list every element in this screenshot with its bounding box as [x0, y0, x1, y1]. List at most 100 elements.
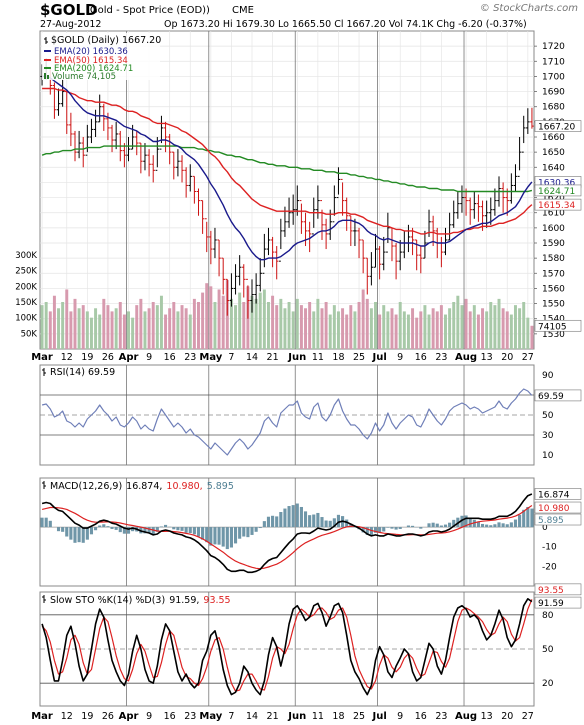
volume-bar [147, 308, 151, 349]
date-tick-label: 26 [102, 711, 114, 722]
macd-histogram-bar [89, 527, 94, 535]
ohlc-bar [521, 115, 526, 153]
volume-bar [513, 305, 517, 349]
macd-histogram-bar [201, 527, 205, 540]
quote-line: Op 1673.20 Hi 1679.30 Lo 1665.50 Cl 1667… [164, 19, 527, 30]
ohlc-bar [241, 264, 246, 298]
volume-bar [114, 308, 118, 349]
ohlc-bar [56, 88, 61, 116]
macd-histogram-bar [373, 527, 378, 533]
ohlc-bar [517, 137, 522, 177]
volume-bar [423, 305, 427, 349]
macd-histogram-bar [163, 524, 168, 528]
macd-histogram-bar [61, 527, 65, 532]
macd-histogram-bar [369, 527, 373, 536]
price-tick-label: 1640 [542, 163, 565, 173]
macd-histogram-bar [448, 522, 452, 528]
volume-bar [139, 298, 143, 349]
macd-histogram-bar [476, 521, 480, 528]
ohlc-bar [270, 236, 275, 268]
macd-histogram-bar [110, 527, 114, 529]
macd-histogram-bar [271, 515, 275, 528]
ohlc-bar [139, 142, 143, 174]
ohlc-bar [225, 278, 230, 316]
ohlc-bar [505, 188, 510, 216]
stochastic-tick-label: 50 [542, 645, 554, 655]
volume-bar [489, 302, 493, 349]
macd-histogram-bar [518, 514, 522, 528]
macd-histogram-bar [324, 520, 328, 528]
volume-bar [320, 308, 324, 349]
ohlc-bar [196, 188, 201, 216]
ohlc-bar [192, 175, 197, 204]
price-tick-label: 1690 [542, 88, 565, 98]
stochastic-tick-label: 20 [542, 679, 554, 689]
date-tick-label: 25 [353, 711, 365, 722]
rsi-tick-label: 10 [542, 451, 554, 461]
price-tag-text: 1630.36 [538, 178, 575, 188]
ohlc-bar [209, 230, 213, 265]
volume-bar [460, 305, 464, 349]
ema50-line [42, 87, 533, 235]
ohlc-bar [213, 227, 217, 259]
date-tick-label: Mar [31, 711, 53, 722]
macd-histogram-bar [526, 506, 530, 528]
rsi-tag-text: 69.59 [538, 392, 564, 402]
volume-bar [48, 311, 52, 349]
chart-symbol: $GOLD [40, 1, 98, 19]
macd-histogram-bar [254, 527, 258, 532]
ohlc-bar [93, 109, 98, 137]
macd-histogram-bar [213, 527, 217, 545]
volume-bar [89, 317, 93, 349]
volume-bar [127, 311, 130, 349]
macd-histogram-bar [184, 527, 188, 533]
date-tick-label: 12 [61, 352, 73, 363]
stochastic-tag-box [534, 583, 582, 596]
volume-bar [73, 298, 77, 349]
stochastic-label-k: 91.59, [169, 595, 199, 606]
macd-histogram-bar [188, 527, 192, 534]
date-tick-label: Jul [371, 711, 386, 722]
ohlc-bar [60, 79, 65, 107]
macd-histogram-bar [513, 519, 518, 528]
volume-bar [57, 308, 61, 349]
volume-bar [291, 311, 295, 349]
volume-bar [102, 298, 106, 349]
ohlc-bar [233, 264, 238, 295]
ohlc-bar [184, 167, 188, 198]
volume-bar [357, 302, 361, 349]
volume-bar [304, 308, 308, 349]
ohlc-bars [40, 58, 534, 319]
price-tick-label: 1570 [542, 269, 565, 279]
macd-histogram-bar [40, 517, 44, 528]
date-axis-bottom: Mar 12 19 26 Apr 9 16 23 May 7 14 21 Jun 11 18 25 Jul 9 16… [31, 711, 534, 722]
ohlc-bar [324, 218, 328, 250]
volume-bar [411, 308, 415, 349]
volume-bar [308, 302, 312, 349]
volume-bar [283, 308, 287, 349]
macd-histogram-bar [217, 527, 221, 545]
ohlc-bar [451, 200, 456, 228]
date-tick-label: 21 [267, 352, 279, 363]
date-tick-label: 26 [102, 352, 114, 363]
ohlc-bar [291, 194, 295, 225]
date-tick-label: 13 [481, 352, 493, 363]
ohlc-bar [262, 233, 267, 274]
volume-bar [374, 302, 377, 349]
volume-bar [427, 314, 431, 349]
volume-bar [188, 314, 192, 349]
ohlc-bar [456, 191, 460, 219]
macd-histogram-bar [439, 525, 443, 528]
volume-bar [250, 295, 254, 349]
macd-histogram-bar [345, 519, 349, 528]
stochastic-label: Slow STO %K(14) %D(3) 91.59, 93.55 [50, 595, 231, 606]
volume-bar [497, 298, 501, 349]
price-tag-text: 1615.34 [538, 201, 575, 211]
ohlc-bar [501, 182, 505, 213]
ohlc-bar [353, 218, 357, 247]
macd-label-macd: 16.874, [126, 481, 162, 492]
legend-ema20-label: EMA(20) 1630.36 [54, 47, 128, 57]
ohlc-bar [394, 243, 398, 280]
date-tick-label: 7 [228, 711, 234, 722]
macd-histogram-bar [205, 527, 209, 543]
